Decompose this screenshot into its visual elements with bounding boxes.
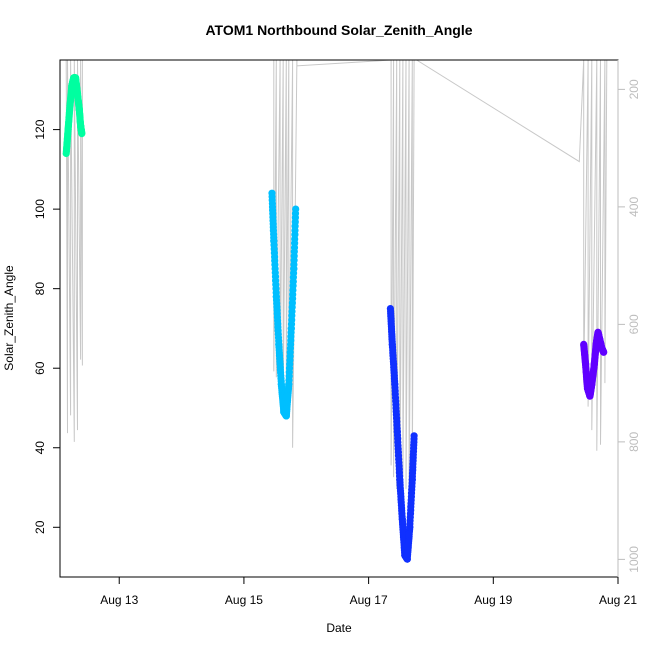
secondary-series-line [65, 60, 608, 501]
plot-box [59, 59, 619, 578]
data-point [600, 348, 608, 356]
y-tick-label: 60 [33, 361, 47, 375]
y-axis: 20 40 60 80 100 120 [33, 119, 60, 534]
x-axis-label: Date [326, 621, 352, 635]
y2-tick-label: 800 [627, 432, 641, 452]
data-point [410, 432, 418, 440]
y2-tick-label: 600 [627, 314, 641, 334]
series-1 [62, 74, 86, 158]
y2-tick-label: 400 [627, 197, 641, 217]
plot-marks [62, 60, 608, 563]
series-3 [386, 305, 418, 563]
y-tick-label: 20 [33, 520, 47, 534]
data-point [292, 205, 300, 213]
x-axis: Aug 13 Aug 15 Aug 17 Aug 19 Aug 21 [100, 577, 637, 607]
x-tick-label: Aug 15 [225, 593, 263, 607]
series-4 [580, 328, 608, 400]
plot-area [62, 60, 608, 563]
x-tick-label: Aug 21 [599, 593, 637, 607]
y-axis-label: Solar_Zenith_Angle [2, 265, 16, 371]
y2-axis: 200 400 600 800 1000 [617, 60, 641, 577]
y2-tick-label: 200 [627, 79, 641, 99]
y-tick-label: 100 [33, 199, 47, 219]
y2-tick-label: 1000 [627, 546, 641, 573]
x-tick-label: Aug 17 [350, 593, 388, 607]
y-tick-label: 120 [33, 119, 47, 139]
data-point [78, 130, 86, 138]
y-tick-label: 80 [33, 282, 47, 296]
y-tick-label: 40 [33, 441, 47, 455]
x-tick-label: Aug 13 [100, 593, 138, 607]
chart-title: ATOM1 Northbound Solar_Zenith_Angle [205, 22, 472, 38]
series-2 [268, 189, 300, 420]
x-tick-label: Aug 19 [474, 593, 512, 607]
